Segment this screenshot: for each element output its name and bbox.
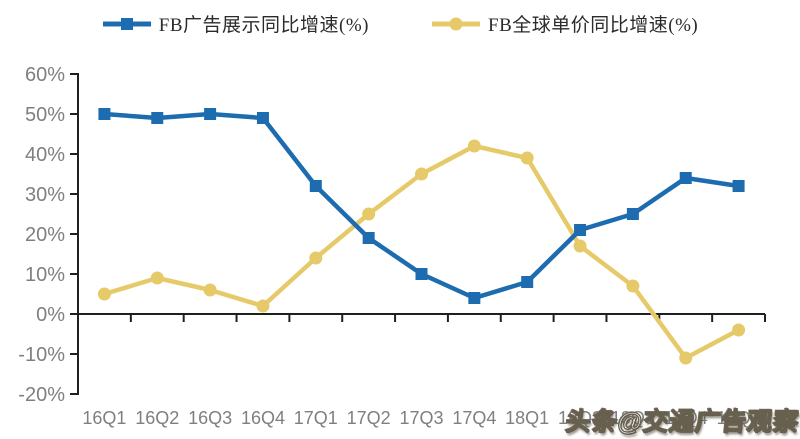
svg-text:40%: 40% (25, 144, 65, 166)
svg-text:10%: 10% (25, 264, 65, 286)
svg-text:20%: 20% (25, 224, 65, 246)
legend-circle-marker-icon (432, 17, 480, 30)
svg-text:17Q4: 17Q4 (452, 408, 496, 428)
svg-text:17Q3: 17Q3 (399, 408, 443, 428)
legend-square-marker-icon (102, 17, 151, 30)
svg-text:16Q3: 16Q3 (188, 408, 232, 428)
legend-item-price: FB全球单价同比增速(%) (431, 10, 698, 37)
svg-text:17Q2: 17Q2 (347, 408, 391, 428)
svg-text:-10%: -10% (18, 344, 65, 366)
svg-text:60%: 60% (25, 64, 65, 86)
legend-label-impressions: FB广告展示同比增速(%) (158, 15, 369, 36)
svg-text:16Q4: 16Q4 (241, 408, 285, 428)
svg-text:30%: 30% (25, 184, 65, 206)
svg-text:17Q1: 17Q1 (294, 408, 338, 428)
svg-text:18Q4: 18Q4 (664, 408, 708, 428)
watermark-toutiao: 头条@交通广告观察 (563, 407, 800, 436)
svg-text:18Q3: 18Q3 (611, 408, 655, 428)
legend-label-price: FB全球单价同比增速(%) (488, 15, 699, 36)
svg-text:-20%: -20% (18, 384, 65, 406)
svg-text:18Q1: 18Q1 (505, 408, 549, 428)
svg-text:0%: 0% (36, 304, 65, 326)
svg-text:18Q2: 18Q2 (558, 408, 602, 428)
svg-text:19Q1: 19Q1 (717, 408, 761, 428)
svg-text:16Q1: 16Q1 (82, 408, 126, 428)
svg-text:16Q2: 16Q2 (135, 408, 179, 428)
legend-item-impressions: FB广告展示同比增速(%) (102, 10, 369, 37)
svg-text:50%: 50% (25, 104, 65, 126)
legend: FB广告展示同比增速(%) FB全球单价同比增速(%) (0, 10, 800, 37)
